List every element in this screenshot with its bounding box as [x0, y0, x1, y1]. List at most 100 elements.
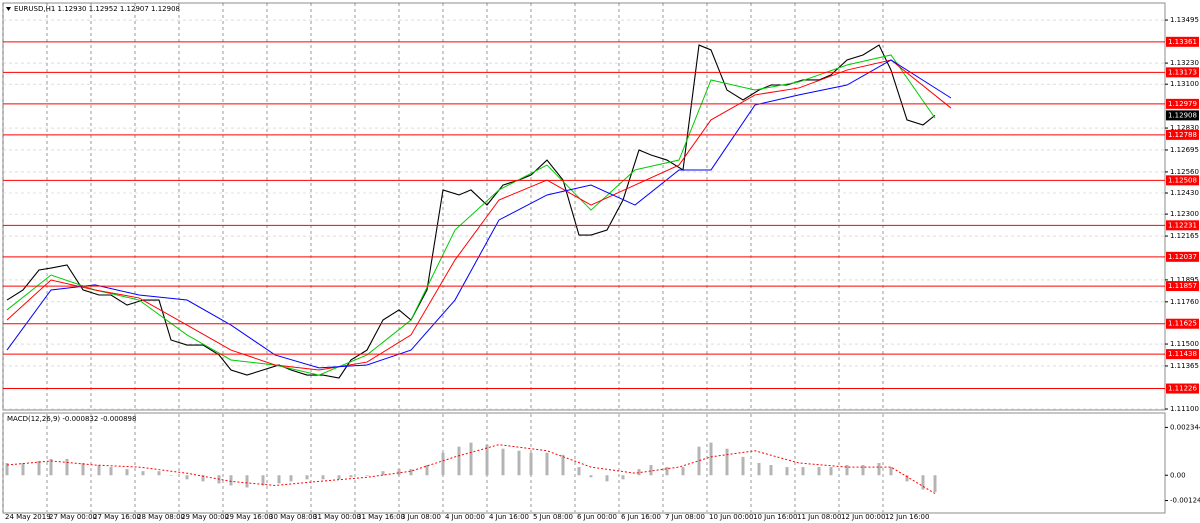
macd-bar: [817, 467, 821, 476]
y-tick-label: -0.00124: [1170, 497, 1200, 505]
level-label-bg: [1166, 383, 1199, 394]
y-tick-label: 0.00: [1170, 471, 1186, 479]
level-label-bg: [1166, 251, 1199, 262]
macd-bar: [589, 475, 593, 478]
x-tick-label: 10 Jun 00:00: [709, 513, 753, 521]
macd-bar: [905, 475, 909, 482]
macd-bar: [65, 458, 69, 476]
y-tick-label: 1.12300: [1170, 210, 1199, 218]
x-tick-label: 27 May 00:00: [49, 513, 97, 521]
level-label: 1.11438: [1168, 350, 1197, 358]
macd-bar: [577, 467, 581, 476]
main-frame: [2, 2, 1166, 411]
macd-bar: [365, 475, 369, 476]
x-tick-label: 29 May 16:00: [225, 513, 273, 521]
macd-bar: [709, 442, 713, 476]
macd-bar: [681, 467, 685, 476]
y-tick-label: 1.12430: [1170, 189, 1199, 197]
price-line: [6, 59, 952, 371]
level-label-bg: [1166, 36, 1199, 47]
x-tick-label: 28 May 08:00: [137, 513, 185, 521]
level-label-bg: [1166, 129, 1199, 140]
macd-bar: [529, 452, 533, 476]
macd-bar: [289, 475, 293, 482]
macd-bar: [49, 458, 53, 476]
level-label-bg: [1166, 281, 1199, 292]
x-tick-label: 12 Jun 00:00: [841, 513, 885, 521]
x-tick-label: 11 Jun 08:00: [797, 513, 841, 521]
level-label: 1.11625: [1168, 320, 1197, 328]
macd-bar: [141, 471, 145, 476]
macd-bar: [741, 456, 745, 476]
level-label: 1.12231: [1168, 221, 1197, 229]
macd-bar: [697, 446, 701, 476]
level-label: 1.13173: [1168, 68, 1197, 76]
chart-title: EURUSD,H1 1.12930 1.12952 1.12907 1.1290…: [14, 5, 180, 13]
macd-bar: [125, 469, 129, 476]
macd-bar: [37, 460, 41, 476]
level-label: 1.12788: [1168, 131, 1197, 139]
y-tick-label: 1.12165: [1170, 232, 1199, 240]
macd-bar: [425, 465, 429, 476]
macd-bar: [201, 475, 205, 482]
x-tick-label: 5 Jun 08:00: [533, 513, 573, 521]
macd-bar: [261, 475, 265, 486]
x-tick-label: 3 Jun 08:00: [401, 513, 441, 521]
macd-bar: [637, 469, 641, 476]
macd-bar: [921, 475, 925, 490]
x-tick-label: 31 May 00:00: [313, 513, 361, 521]
menu-arrow[interactable]: [6, 7, 11, 11]
macd-bar: [725, 448, 729, 476]
x-tick-label: 10 Jun 16:00: [753, 513, 797, 521]
macd-bar: [277, 475, 281, 484]
level-label-bg: [1166, 220, 1199, 231]
macd-bar: [501, 448, 505, 476]
y-tick-label: 1.12695: [1170, 146, 1199, 154]
level-label: 1.13361: [1168, 38, 1197, 46]
macd-bar: [81, 463, 85, 476]
level-label: 1.12979: [1168, 100, 1197, 108]
macd-frame: [2, 412, 1166, 514]
y-tick-label: 1.12560: [1170, 168, 1199, 176]
macd-bar: [97, 465, 101, 476]
macd-bar: [185, 475, 189, 480]
x-tick-label: 29 May 00:00: [181, 513, 229, 521]
y-tick-label: 1.11500: [1170, 340, 1199, 348]
level-label: 1.12508: [1168, 176, 1197, 184]
macd-bar: [245, 475, 249, 488]
macd-bar: [337, 475, 341, 480]
macd-bar: [861, 465, 865, 476]
signal-line: [6, 444, 936, 495]
x-tick-label: 7 Jun 08:00: [665, 513, 705, 521]
macd-bar: [409, 469, 413, 476]
level-label-bg: [1166, 175, 1199, 186]
macd-bar: [397, 469, 401, 476]
current-price-label: 1.12908: [1168, 111, 1197, 119]
macd-bar: [757, 463, 761, 476]
macd-title: MACD(12,26,9) -0.000832 -0.000898: [7, 415, 136, 423]
y-tick-label: 1.11760: [1170, 298, 1199, 306]
y-tick-label: 1.12830: [1170, 124, 1199, 132]
x-tick-label: 27 May 16:00: [93, 513, 141, 521]
macd-bar: [933, 475, 937, 493]
level-label: 1.11226: [1168, 385, 1197, 393]
level-label-bg: [1166, 349, 1199, 360]
macd-bar: [649, 465, 653, 476]
macd-bar: [21, 463, 25, 476]
macd-bar: [877, 463, 881, 476]
macd-bar: [157, 471, 161, 476]
macd-bar: [845, 465, 849, 476]
y-tick-label: 0.002344: [1170, 423, 1200, 431]
macd-bar: [485, 444, 489, 476]
macd-bar: [829, 467, 833, 476]
y-tick-label: 1.11365: [1170, 362, 1199, 370]
macd-bar: [321, 475, 325, 480]
macd-bar: [801, 467, 805, 476]
x-tick-label: 31 May 16:00: [357, 513, 405, 521]
x-tick-label: 6 Jun 16:00: [621, 513, 661, 521]
x-tick-label: 24 May 2019: [5, 513, 51, 521]
macd-bar: [109, 467, 113, 476]
x-tick-label: 4 Jun 00:00: [445, 513, 485, 521]
